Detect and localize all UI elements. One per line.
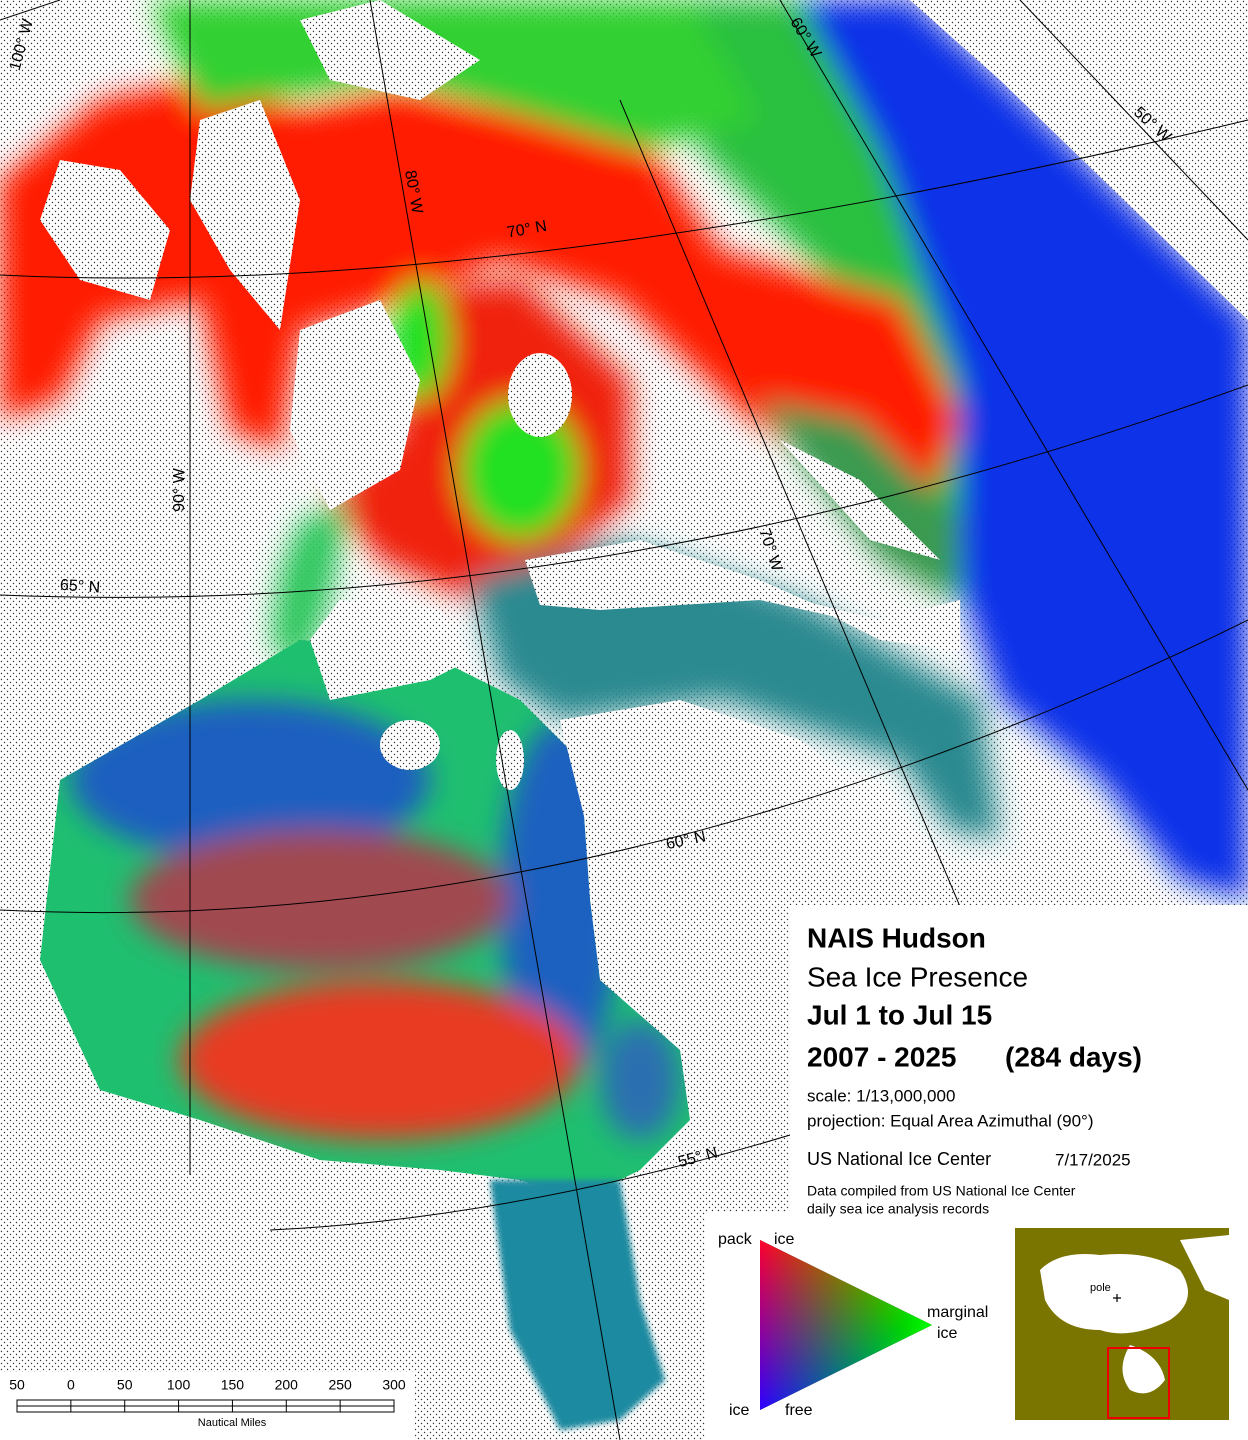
islands-part bbox=[40, 160, 170, 300]
note-line: Data compiled from US National Ice Cente… bbox=[807, 1183, 1076, 1199]
scale: scale: 1/13,000,000 bbox=[807, 1086, 955, 1105]
scale-label: 200 bbox=[275, 1377, 299, 1393]
islands-part bbox=[310, 600, 470, 700]
subtitle: Sea Ice Presence bbox=[807, 961, 1028, 992]
scale-bar: Nautical Miles 50 0 50 100 150 200 250 300 bbox=[0, 1372, 415, 1440]
islands-part bbox=[190, 100, 300, 330]
james-bay bbox=[490, 1180, 665, 1430]
legend-label: ice bbox=[937, 1325, 958, 1342]
scale-label: 50 bbox=[9, 1377, 25, 1393]
sea-ice-part bbox=[270, 500, 350, 680]
legend-label: free bbox=[785, 1402, 813, 1419]
hudson-bay bbox=[40, 640, 690, 1200]
graticule-part bbox=[369, 0, 621, 1440]
graticule-part bbox=[0, 619, 1248, 914]
sea-ice-part bbox=[470, 540, 1000, 840]
years: 2007 - 2025 bbox=[807, 1041, 956, 1072]
title: NAIS Hudson bbox=[807, 922, 986, 953]
islands-part bbox=[508, 353, 572, 437]
legend: pack ice marginal ice ice free bbox=[718, 1231, 988, 1419]
inset-water bbox=[1180, 1235, 1229, 1300]
scale-label: 150 bbox=[221, 1377, 245, 1393]
inset-bay bbox=[1122, 1345, 1165, 1394]
graticule-part bbox=[0, 119, 1248, 279]
inset-map: pole bbox=[1015, 1228, 1229, 1420]
islands-part bbox=[380, 720, 440, 770]
islands-part bbox=[525, 540, 850, 620]
islands-part bbox=[290, 300, 420, 510]
legend-label: marginal bbox=[927, 1304, 988, 1321]
date: 7/17/2025 bbox=[1055, 1150, 1131, 1169]
inset-extent bbox=[1107, 1347, 1170, 1419]
islands-part bbox=[300, 0, 480, 100]
graticule-part bbox=[0, 0, 61, 21]
legend-triangle bbox=[760, 1240, 932, 1410]
hudson-bay-part-part bbox=[600, 1020, 680, 1140]
hudson-bay-part bbox=[70, 700, 680, 1140]
islands-part bbox=[800, 600, 960, 650]
source: US National Ice Center bbox=[807, 1149, 991, 1169]
scale-label: 300 bbox=[382, 1377, 406, 1393]
info: NAIS Hudson Sea Ice Presence Jul 1 to Ju… bbox=[807, 922, 1142, 1216]
graticule-part bbox=[0, 384, 1248, 598]
islands-part bbox=[910, 0, 1248, 320]
projection: projection: Equal Area Azimuthal (90°) bbox=[807, 1111, 1094, 1130]
legend-triangle-part bbox=[760, 1240, 932, 1410]
islands-part bbox=[780, 440, 940, 560]
islands-part bbox=[560, 700, 890, 910]
period: Jul 1 to Jul 15 bbox=[807, 999, 992, 1030]
hudson-bay-part-part bbox=[180, 980, 580, 1140]
inset-pole-label: pole bbox=[1090, 1282, 1111, 1294]
graticule-label: 90° W bbox=[171, 467, 188, 512]
scale-label: 250 bbox=[328, 1377, 352, 1393]
graticule-part bbox=[779, 0, 1248, 791]
scale-label: 0 bbox=[67, 1377, 75, 1393]
scale-unit: Nautical Miles bbox=[198, 1417, 267, 1429]
sea-ice-part bbox=[460, 400, 580, 540]
islands bbox=[40, 0, 1248, 910]
days: (284 days) bbox=[1005, 1041, 1142, 1072]
graticule-label: 70° N bbox=[506, 218, 549, 242]
legend-label: ice bbox=[774, 1231, 795, 1248]
note-line: daily sea ice analysis records bbox=[807, 1201, 989, 1217]
pole-marker bbox=[1113, 1294, 1121, 1302]
graticule-label: 65° N bbox=[59, 577, 100, 597]
scale-label: 50 bbox=[117, 1377, 133, 1393]
legend-label: pack bbox=[718, 1231, 753, 1248]
legend-label: ice bbox=[729, 1402, 750, 1419]
graticule-part bbox=[1019, 0, 1248, 241]
inset-ocean bbox=[1040, 1254, 1188, 1334]
islands-part bbox=[496, 730, 524, 790]
scale-label: 100 bbox=[167, 1377, 191, 1393]
hudson-bay-part-part bbox=[130, 830, 510, 970]
hudson-bay-part-part bbox=[70, 700, 430, 860]
